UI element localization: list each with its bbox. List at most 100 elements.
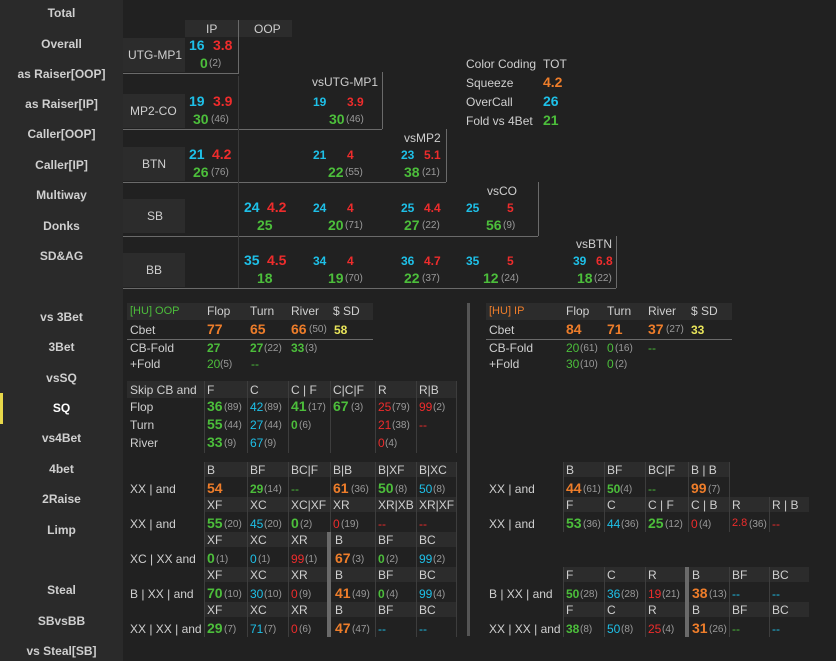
hu-oop-cbf-river-n: (3)	[305, 343, 318, 354]
hu-ip-cbf-river: --	[648, 341, 656, 355]
hu-ip-col-sd: $ SD	[691, 304, 718, 318]
btn-ip-size: 4.2	[212, 146, 232, 162]
ip-r4-v10: --	[772, 587, 780, 601]
oop-r4-v5: (9)	[299, 589, 312, 600]
ip-r4-v3: (28)	[621, 589, 639, 600]
oop-r3-v0: 0	[207, 550, 215, 566]
bb-v2-count: (37)	[422, 273, 440, 284]
oop-r3-v3: (1)	[258, 554, 271, 565]
ip-r4-h5: BC	[772, 568, 789, 582]
oop-r1-label: XX | and	[130, 482, 176, 496]
hu-ip-title: [HU] IP	[489, 305, 525, 317]
hu-ip-cbf-label: CB-Fold	[489, 341, 534, 355]
oop-r2-label: XX | and	[130, 517, 176, 531]
bb-v4-count: (22)	[594, 273, 612, 284]
sidebar-item-steal[interactable]: Steal	[47, 583, 76, 597]
sidebar-item-4bet[interactable]: 4bet	[49, 462, 74, 476]
oop-r3-v6: 67	[335, 550, 351, 566]
sidebar-item-sbvsbb[interactable]: SBvsBB	[37, 614, 86, 628]
sb-v1-squeeze: 24	[313, 201, 327, 215]
sidebar-item-donks[interactable]: Donks	[43, 219, 80, 233]
oop-r4-v10: 99	[419, 587, 433, 601]
sidebar-item-as-raiser-ip[interactable]: as Raiser[IP]	[25, 97, 98, 111]
hu-oop-cbet-flop: 77	[207, 321, 223, 337]
sidebar-item-overall[interactable]: Overall	[41, 37, 82, 51]
oop-r2-v5: (2)	[300, 519, 313, 530]
sb-v2-size: 4.4	[424, 201, 441, 215]
ip-r1-v4: --	[648, 482, 656, 496]
hu-ip-pf-flop-n: (10)	[580, 359, 598, 370]
bb-v4-fold4bet: 18	[577, 270, 593, 286]
sb-oop-size: 4.2	[267, 199, 287, 215]
ip-r5-h1: C	[607, 603, 616, 617]
sb-v2-count: (22)	[422, 220, 440, 231]
hu-ip-col-flop: Flop	[566, 304, 590, 318]
oop-r1-v0: 54	[207, 480, 223, 496]
ip-r5-v0: 38	[566, 622, 580, 636]
ip-r4-h1: C	[607, 568, 616, 582]
sb-v2-fold4bet: 27	[404, 217, 420, 233]
hu-ip-cbf-turn: 0	[607, 341, 614, 355]
oop-r2-h2: XC|XF	[291, 498, 327, 512]
mp2-ip-squeeze: 19	[189, 93, 205, 109]
oop-r4-v11: (4)	[433, 589, 446, 600]
ip-r4-v4: 19	[648, 587, 662, 601]
btn-v1-size: 4	[347, 148, 354, 162]
oop-r3-v7: (3)	[352, 554, 365, 565]
oop-r5-v7: (47)	[352, 624, 370, 635]
oop-r4-h1: XC	[250, 568, 267, 582]
oop-r3-h0: XF	[207, 533, 223, 547]
skip-river-c: 67	[250, 436, 264, 450]
oop-r4-h3: B	[335, 568, 344, 582]
hu-oop-cbf-flop: 27	[207, 341, 221, 355]
legend-fold4bet-value: 21	[543, 112, 559, 128]
sidebar-item-caller-oop[interactable]: Caller[OOP]	[27, 127, 96, 141]
oop-r2-v3: (20)	[264, 519, 282, 530]
mp2-ip-size: 3.9	[213, 93, 233, 109]
oop-r1-h4: B|XF	[378, 463, 405, 477]
oop-r4-v2: 30	[250, 587, 264, 601]
mp2-ip-fold4bet: 30	[193, 111, 209, 127]
hu-oop-cbet-label: Cbet	[130, 323, 156, 337]
sidebar-item-vssq[interactable]: vsSQ	[46, 371, 77, 385]
oop-r4-h5: BC	[419, 568, 436, 582]
hu-ip-col-turn: Turn	[607, 304, 632, 318]
oop-r4-v6: 41	[335, 585, 351, 601]
sidebar-item-total[interactable]: Total	[47, 6, 76, 20]
hu-oop-cbet-sd: 58	[334, 323, 348, 337]
sidebar-item-limp[interactable]: Limp	[47, 523, 76, 537]
oop-r3-v8: 0	[378, 552, 385, 566]
oop-r4-v9: (4)	[386, 589, 399, 600]
ip-r4-h3: B	[692, 568, 701, 582]
ip-r5-h2: R	[648, 603, 657, 617]
skip-flop-ccf: 67	[333, 398, 349, 414]
hu-ip-cbet-turn: 71	[607, 321, 623, 337]
hu-ip-cbf-flop: 20	[566, 341, 580, 355]
oop-r2-h1: XC	[250, 498, 267, 512]
oop-r3-h5: BC	[419, 533, 436, 547]
sidebar-item-vs-4bet[interactable]: vs4Bet	[41, 431, 82, 445]
oop-r4-v0: 70	[207, 585, 223, 601]
hu-oop-cbf-label: CB-Fold	[130, 341, 175, 355]
ip-r2-v1: (36)	[583, 519, 601, 530]
sidebar-item-vs-3bet[interactable]: vs 3Bet	[40, 310, 83, 324]
ip-r2-v4: 25	[648, 515, 664, 531]
sidebar-item-vs-steal-sb[interactable]: vs Steal[SB]	[26, 644, 97, 658]
sidebar-item-multiway[interactable]: Multiway	[36, 188, 87, 202]
btn-ip-fold4bet: 26	[193, 164, 209, 180]
btn-v1-squeeze: 21	[313, 148, 327, 162]
ip-r2-v6: 0	[691, 517, 698, 531]
panel-divider	[467, 303, 470, 636]
sidebar-item-caller-ip[interactable]: Caller[IP]	[35, 158, 88, 172]
mp2-ip-count: (46)	[211, 114, 229, 125]
sidebar-item-sd-ag[interactable]: SD&AG	[39, 249, 84, 263]
ip-r1-v6: 99	[691, 480, 707, 496]
oop-r3-v10: 99	[419, 552, 433, 566]
bb-oop-squeeze: 35	[244, 252, 260, 268]
sidebar-item-sq[interactable]: SQ	[52, 401, 71, 415]
sidebar-item-2raise[interactable]: 2Raise	[42, 492, 81, 506]
sidebar-item-as-raiser-oop[interactable]: as Raiser[OOP]	[17, 67, 106, 81]
ip-r5-v5: (4)	[662, 624, 675, 635]
skip-turn-r: 21	[378, 418, 392, 432]
sidebar-item-3bet[interactable]: 3Bet	[48, 340, 75, 354]
